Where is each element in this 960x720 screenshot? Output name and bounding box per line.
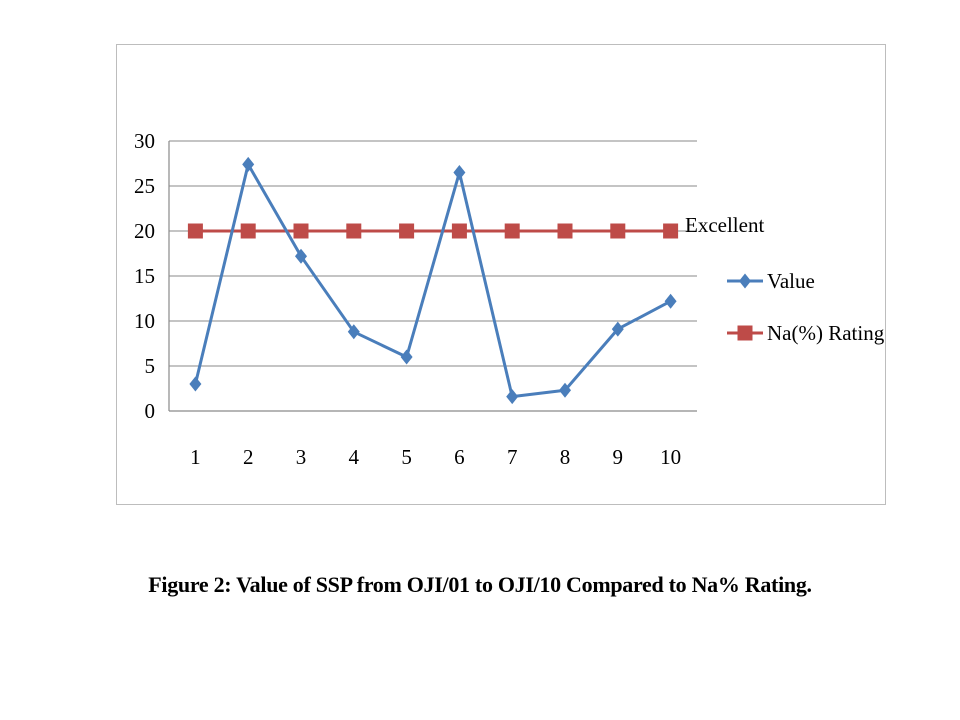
data-point-rating	[663, 223, 679, 239]
x-tick-label: 4	[349, 445, 360, 469]
legend-marker	[739, 273, 751, 289]
x-tick-label: 9	[613, 445, 624, 469]
data-point-value	[611, 321, 624, 337]
legend-marker	[737, 325, 753, 341]
data-point-rating	[504, 223, 520, 239]
data-point-value	[347, 324, 360, 340]
data-point-value	[506, 389, 519, 405]
line-chart: 0 5 10 15 20 25 30 1 2 3 4 5 6 7 8 9 10 Excellent Value…	[134, 129, 885, 469]
data-point-rating	[240, 223, 256, 239]
data-point-value	[189, 376, 202, 392]
data-point-value	[295, 248, 307, 264]
legend-label: Na(%) Rating	[767, 321, 885, 345]
series-lines	[193, 162, 673, 399]
gridlines	[168, 140, 697, 412]
data-point-rating	[557, 223, 573, 239]
y-axis-ticks: 0 5 10 15 20 25 30	[134, 129, 155, 423]
data-point-rating	[610, 223, 626, 239]
series-markers	[187, 156, 679, 405]
data-point-value	[664, 293, 677, 309]
x-tick-label: 5	[401, 445, 412, 469]
y-tick-label: 15	[134, 264, 155, 288]
y-tick-label: 10	[134, 309, 155, 333]
x-tick-label: 7	[507, 445, 518, 469]
x-tick-label: 6	[454, 445, 465, 469]
data-point-rating	[451, 223, 467, 239]
legend: Value Na(%) Rating	[727, 269, 885, 345]
data-point-rating	[346, 223, 362, 239]
data-point-value	[559, 382, 571, 398]
chart-frame: 0 5 10 15 20 25 30 1 2 3 4 5 6 7 8 9 10 Excellent Value…	[116, 44, 886, 505]
x-axis-ticks: 1 2 3 4 5 6 7 8 9 10	[190, 445, 681, 469]
y-tick-label: 0	[145, 399, 156, 423]
data-point-value	[453, 165, 466, 180]
data-point-rating	[293, 223, 309, 239]
y-tick-label: 20	[134, 219, 155, 243]
x-tick-label: 1	[190, 445, 201, 469]
x-tick-label: 8	[560, 445, 571, 469]
data-point-value	[242, 156, 255, 172]
annotation-label: Excellent	[685, 213, 764, 237]
y-tick-label: 30	[134, 129, 155, 153]
x-tick-label: 10	[660, 445, 681, 469]
series-line-value	[193, 162, 673, 399]
data-point-rating	[399, 223, 415, 239]
data-point-rating	[187, 223, 203, 239]
y-tick-label: 5	[145, 354, 156, 378]
legend-label: Value	[767, 269, 815, 293]
y-tick-label: 25	[134, 174, 155, 198]
x-tick-label: 3	[296, 445, 307, 469]
figure-caption: Figure 2: Value of SSP from OJI/01 to OJ…	[148, 572, 812, 597]
data-point-value	[400, 349, 413, 365]
x-tick-label: 2	[243, 445, 254, 469]
